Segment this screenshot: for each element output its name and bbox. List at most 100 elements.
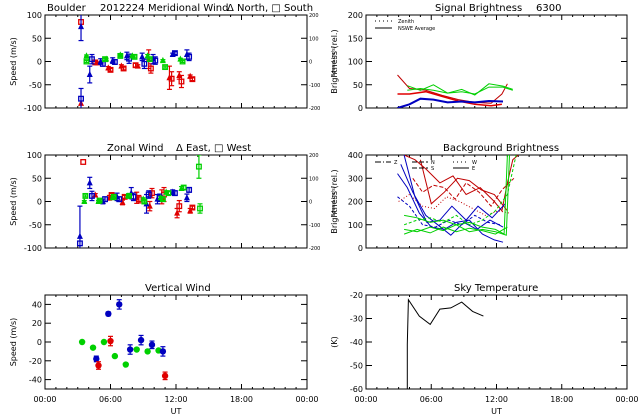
zonal-square-point: [102, 196, 108, 203]
vertical-point: [111, 352, 119, 360]
meridional-panel: 100 50 0 -50 -100 200 100 0 -100 -200 Speed (m/s) S…: [9, 11, 337, 113]
skytemp-xtick-label: 12:00: [485, 395, 508, 404]
background-series-red-2: [412, 177, 515, 208]
meridional-square-point: [117, 52, 124, 59]
background-data: [397, 155, 519, 243]
meridional-square-point: [146, 56, 153, 63]
vertical-point: [137, 336, 145, 344]
zonal-triangle-point: [187, 207, 194, 214]
vertical-point: [133, 346, 140, 353]
zonal-triangle-point: [81, 197, 88, 204]
zonal-ytick-label: 50: [32, 174, 42, 183]
zonal-legend-text: Δ East, □ West: [176, 143, 251, 154]
vertical-point: [159, 348, 167, 355]
signal-series-green-zenith: [407, 83, 513, 96]
vertical-xtick-label: 18:00: [230, 395, 253, 404]
zonal-ytick-right-label: 0: [309, 200, 312, 206]
zonal-square-point: [197, 205, 203, 212]
vertical-xtick-label: 00:00: [295, 395, 318, 404]
vertical-point: [89, 344, 97, 351]
vertical-point: [161, 372, 169, 380]
background-ylabel: Brightness (rel.): [330, 169, 339, 233]
background-series-blue-3: [397, 196, 501, 228]
signal-legend-avg-label: NSWE Average: [398, 26, 435, 32]
signal-wavelength: 6300: [536, 3, 561, 14]
background-series-blue-4: [400, 164, 504, 236]
zonal-square-point: [82, 192, 89, 199]
background-legend-label-w: W: [472, 160, 477, 166]
vertical-point: [78, 338, 86, 346]
vertical-xlabel: UT: [171, 407, 182, 416]
zonal-ylabel-right: Speed (m/s): [331, 186, 337, 216]
vertical-ytick-label: -40: [29, 376, 42, 385]
zonal-triangle-point: [174, 209, 181, 216]
zonal-triangle-point: [86, 179, 93, 186]
vertical-ytick-label: 0: [37, 338, 42, 347]
meridional-ytick-right-label: 0: [309, 60, 312, 66]
signal-series-green-avg: [407, 86, 513, 95]
meridional-ytick-label: 100: [27, 11, 42, 20]
meridional-square-point: [152, 57, 159, 64]
vertical-point: [107, 337, 114, 345]
signal-ylabel: Brightness (rel.): [330, 29, 339, 93]
zonal-ytick-right-label: -100: [309, 223, 320, 229]
meridional-square-point: [179, 58, 186, 65]
meridional-square-point: [178, 78, 185, 85]
signal-title: Signal Brightness: [435, 3, 522, 14]
meridional-ytick-label: 0: [37, 58, 42, 67]
vertical-point: [144, 348, 151, 355]
skytemp-panel: -20 -30 -40 -50 -60 (K) 00:00 06:00 12:00 18:00 00…: [330, 291, 639, 416]
meridional-ylabel: Speed (m/s): [9, 37, 18, 86]
signal-ytick-label: 50: [353, 81, 363, 90]
meridional-ytick-right-label: -100: [309, 83, 320, 89]
meridional-square-point: [147, 65, 154, 72]
background-ytick-label: 200: [348, 198, 363, 207]
zonal-square-point: [116, 196, 123, 203]
zonal-ytick-right-label: 200: [309, 153, 319, 159]
signal-ytick-label: 200: [348, 11, 363, 20]
skytemp-frame: [365, 294, 628, 390]
zonal-triangle-point: [76, 232, 83, 239]
background-title: Background Brightness: [443, 143, 559, 154]
vertical-ytick-label: 20: [32, 319, 42, 328]
vertical-point: [148, 341, 156, 349]
background-legend-label-s: S: [431, 166, 434, 172]
skytemp-xtick-label: 18:00: [550, 395, 573, 404]
background-ytick-label: 100: [348, 221, 363, 230]
signal-ytick-label: 100: [348, 58, 363, 67]
background-legend-label-e: E: [472, 166, 475, 172]
site-name: Boulder: [47, 3, 87, 14]
zonal-square-point: [141, 198, 148, 205]
zonal-ytick-label: -100: [24, 244, 42, 253]
zonal-ytick-right-label: -200: [309, 246, 320, 252]
vertical-ytick-label: 40: [32, 300, 42, 309]
background-ytick-label: 400: [348, 151, 363, 160]
meridional-ytick-label: -50: [29, 81, 42, 90]
signal-panel: 200 150 100 50 0 Brightness (rel.) ZenithNSWE …: [330, 11, 628, 113]
meridional-ytick-right-label: 100: [309, 36, 319, 42]
background-ytick-label: 300: [348, 174, 363, 183]
meridional-square-point: [171, 50, 178, 57]
vertical-point: [93, 355, 100, 363]
skytemp-ytick-label: -50: [350, 362, 363, 371]
zonal-square-point: [171, 190, 178, 197]
zonal-square-point: [189, 204, 196, 211]
zonal-ytick-label: 0: [37, 198, 42, 207]
meridional-square-point: [141, 60, 148, 67]
meridional-square-point: [120, 65, 127, 72]
skytemp-ytick-label: -60: [350, 385, 363, 394]
meridional-ytick-label: 50: [32, 34, 42, 43]
background-ytick-label: 0: [358, 244, 363, 253]
vertical-point: [105, 310, 112, 317]
skytemp-xtick-label: 06:00: [420, 395, 443, 404]
meridional-legend-text: Δ North, □ South: [227, 3, 313, 14]
meridional-triangle-point: [86, 70, 93, 78]
background-legend-label-z: Z: [394, 160, 398, 166]
skytemp-title: Sky Temperature: [454, 283, 538, 294]
zonal-square-point: [126, 192, 133, 199]
skytemp-ytick-label: -30: [350, 315, 363, 324]
zonal-square-point: [186, 186, 193, 193]
skytemp-ytick-label: -40: [350, 338, 363, 347]
meridional-square-point: [107, 66, 114, 73]
vertical-xtick-label: 06:00: [99, 395, 122, 404]
